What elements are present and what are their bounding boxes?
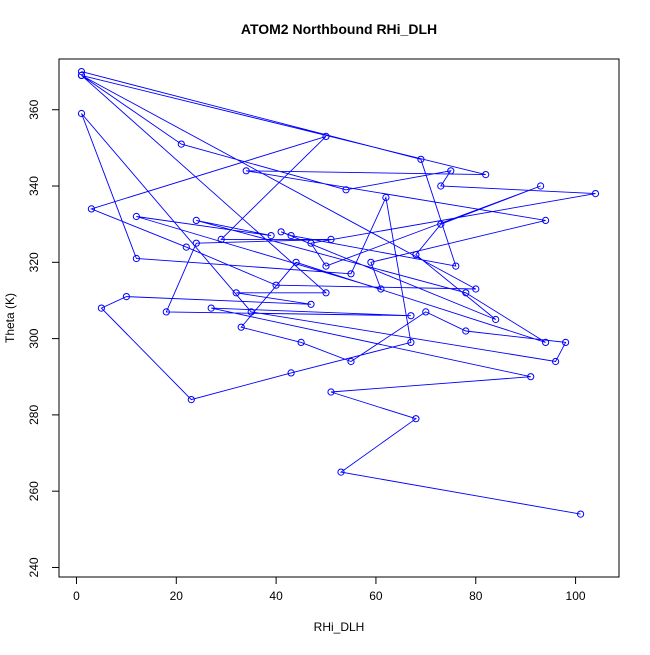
- chart-title: ATOM2 Northbound RHi_DLH: [241, 21, 437, 37]
- data-point: [591, 190, 600, 198]
- data-point: [407, 338, 415, 346]
- data-point: [482, 171, 490, 179]
- data-point: [472, 285, 480, 293]
- data-point: [267, 232, 275, 240]
- data-point: [217, 235, 225, 243]
- data-point: [452, 262, 460, 270]
- data-point: [122, 293, 131, 301]
- data-point: [277, 228, 285, 236]
- data-point: [77, 68, 86, 76]
- data-point: [287, 369, 295, 377]
- data-point: [192, 216, 200, 224]
- data-point: [322, 289, 330, 297]
- data-point: [177, 140, 185, 148]
- data-point: [527, 373, 535, 381]
- x-tick-label: 0: [73, 589, 80, 603]
- x-tick-label: 80: [469, 589, 483, 603]
- data-point: [97, 304, 106, 312]
- series-line: [81, 71, 596, 515]
- x-tick-label: 60: [369, 589, 383, 603]
- x-tick-label: 20: [170, 589, 184, 603]
- series-layer: [77, 68, 600, 518]
- data-point: [162, 308, 170, 316]
- data-point: [537, 182, 545, 190]
- data-point: [342, 186, 350, 194]
- data-point: [232, 289, 240, 297]
- data-point: [297, 338, 305, 346]
- data-point: [407, 312, 415, 320]
- data-point: [322, 132, 330, 140]
- data-point: [77, 71, 86, 80]
- data-point: [462, 327, 470, 335]
- data-point: [322, 262, 330, 270]
- data-point: [422, 308, 430, 316]
- data-point: [447, 167, 455, 175]
- data-point: [417, 155, 425, 163]
- data-point: [377, 285, 385, 293]
- data-point: [327, 235, 335, 243]
- data-point: [492, 315, 500, 324]
- data-point: [192, 239, 200, 247]
- data-point: [542, 216, 550, 224]
- data-point: [462, 289, 470, 297]
- data-point: [412, 251, 420, 259]
- data-point: [77, 109, 86, 118]
- y-tick-label: 260: [27, 481, 41, 501]
- y-axis-title: Theta (K): [3, 293, 17, 343]
- y-tick-label: 320: [27, 252, 41, 272]
- data-point: [347, 270, 355, 278]
- data-point: [237, 323, 245, 331]
- data-point: [132, 212, 140, 221]
- data-point: [187, 396, 195, 404]
- data-point: [562, 338, 570, 346]
- data-point: [132, 254, 140, 263]
- data-point: [287, 232, 295, 240]
- data-point: [292, 258, 300, 266]
- data-point: [247, 308, 255, 316]
- data-point: [307, 239, 315, 247]
- data-point: [382, 193, 390, 202]
- data-point: [367, 258, 375, 266]
- y-tick-label: 340: [27, 176, 41, 196]
- data-point: [577, 510, 585, 518]
- y-tick-label: 240: [27, 557, 41, 577]
- data-point: [87, 205, 96, 213]
- data-point: [437, 182, 445, 190]
- data-point: [327, 388, 335, 396]
- y-tick-label: 300: [27, 328, 41, 348]
- y-axis: 240 260 280 300 320 340 360: [27, 99, 60, 577]
- data-point: [307, 300, 315, 308]
- x-tick-label: 40: [269, 589, 283, 603]
- data-point: [182, 243, 190, 251]
- x-axis: 0 20 40 60 80 100: [73, 576, 586, 603]
- data-point: [347, 357, 355, 366]
- data-point: [337, 468, 345, 476]
- data-point: [207, 304, 215, 312]
- data-point: [542, 338, 550, 346]
- x-tick-label: 100: [566, 589, 586, 603]
- plot-frame: [58, 58, 620, 578]
- data-point: [437, 220, 445, 228]
- data-point: [412, 415, 420, 423]
- data-point: [552, 357, 560, 366]
- data-point: [272, 281, 280, 289]
- y-tick-label: 280: [27, 405, 41, 425]
- data-point: [242, 167, 250, 175]
- x-axis-title: RHi_DLH: [314, 620, 365, 634]
- y-tick-label: 360: [27, 99, 41, 119]
